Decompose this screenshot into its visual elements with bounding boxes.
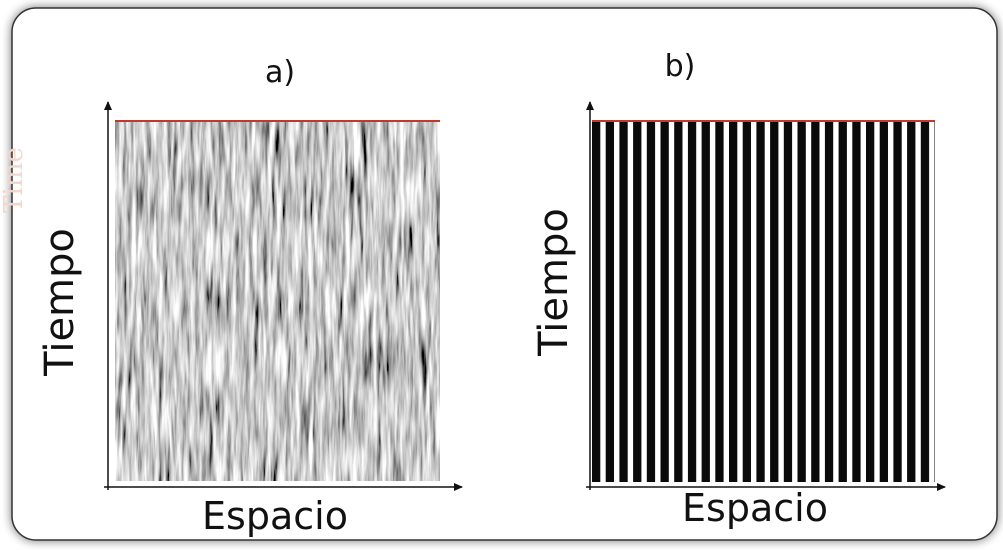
y-label: Tiempo xyxy=(37,228,83,377)
y-label: Tiempo xyxy=(531,208,577,357)
x-label: Espacio xyxy=(202,494,348,538)
figure: Time a) Tiempo Espacio b) Tiempo Espacio xyxy=(0,0,1003,550)
stripe-image xyxy=(592,121,935,482)
x-label: Espacio xyxy=(682,486,828,530)
panel-label: a) xyxy=(265,55,295,90)
page: Time a) Tiempo Espacio b) Tiempo Espacio… xyxy=(0,0,1003,550)
ghost-label: Time xyxy=(0,147,29,213)
noise-image xyxy=(115,121,440,481)
panel-label: b) xyxy=(665,49,696,84)
